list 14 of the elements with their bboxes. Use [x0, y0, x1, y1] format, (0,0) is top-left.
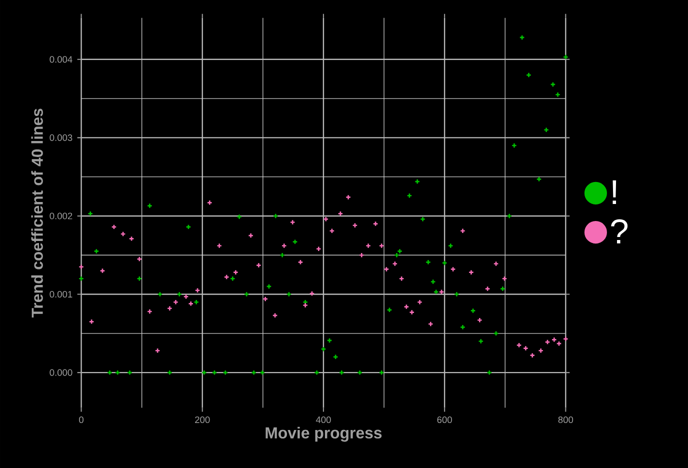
legend-label: ?	[611, 219, 628, 244]
x-axis-title: Movie progress	[266, 426, 382, 442]
x-tick-label: 0	[79, 416, 84, 423]
y-tick-label: 0.004	[50, 56, 72, 62]
x-tick-label: 600	[437, 416, 452, 423]
y-tick-label: 0.001	[50, 290, 72, 298]
x-tick-label: 800	[558, 416, 574, 423]
x-tick-label: 200	[195, 416, 210, 423]
y-tick-label: 0.003	[50, 134, 72, 141]
legend-label: !	[612, 180, 616, 204]
y-axis-title: Trend coefficient of 40 lines	[31, 108, 43, 318]
y-tick-label: 0.002	[50, 212, 72, 220]
y-tick-label: 0.000	[50, 369, 72, 376]
x-tick-label: 400	[316, 416, 331, 423]
